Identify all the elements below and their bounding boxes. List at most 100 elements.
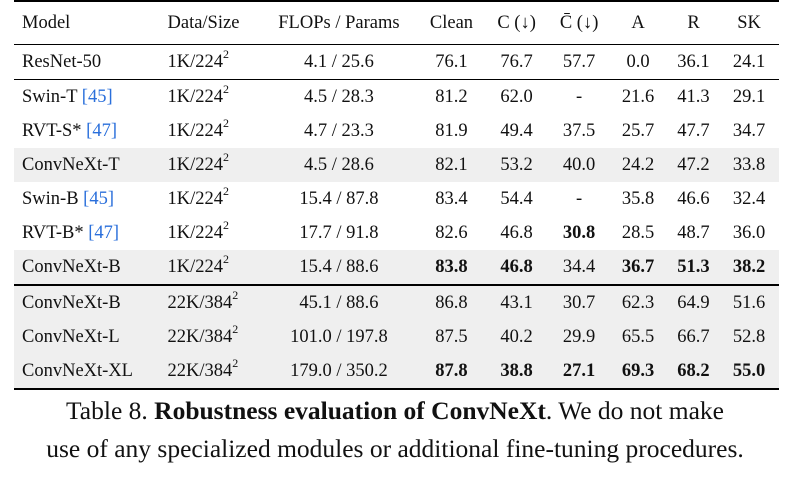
cell-model: Swin-T [45]: [14, 80, 160, 115]
size-base: 22K/384: [167, 327, 233, 347]
cell-sk: 38.2: [721, 250, 779, 286]
cell-clean: 87.8: [417, 354, 486, 390]
cell-c: 46.8: [500, 223, 533, 243]
size-base: 1K/224: [167, 87, 224, 107]
cell-clean: 81.2: [435, 87, 468, 107]
cell-sk: 55.0: [721, 354, 779, 390]
size-base: 22K/384: [167, 361, 233, 381]
cell-clean: 82.6: [435, 223, 468, 243]
caption-bold-title: Robustness evaluation of ConvNeXt: [154, 396, 546, 425]
cell-a: 69.3: [610, 354, 666, 390]
header-clean: Clean: [417, 0, 486, 45]
cell-model: ConvNeXt-T: [14, 148, 160, 182]
table-header-row: Model Data/Size FLOPs / Params Clean C (…: [14, 0, 779, 45]
cell-flops-params: 101.0 / 197.8: [260, 320, 418, 354]
cell-c: 40.2: [485, 320, 548, 354]
header-flops-params: FLOPs / Params: [260, 0, 418, 45]
cell-r: 36.1: [665, 44, 722, 80]
model-name: ConvNeXt-L: [22, 327, 120, 347]
citation-link[interactable]: [45]: [83, 189, 114, 209]
cell-c: 43.1: [485, 285, 548, 320]
cell-data-size: 1K/2242: [159, 148, 261, 182]
cell-data-size: 22K/3842: [159, 320, 261, 354]
size-exponent: 2: [223, 47, 229, 61]
cell-sk: 29.1: [732, 87, 766, 107]
model-name: RVT-S*: [22, 121, 82, 141]
table-row: RVT-B* [47] 1K/2242 17.7 / 91.8 82.6 46.8 30.…: [14, 216, 779, 250]
header-cbar: C̄ (↓): [547, 0, 611, 45]
cell-model: ConvNeXt-B: [14, 250, 160, 286]
cell-clean: 81.9: [435, 121, 468, 141]
cell-sk: 36.0: [732, 223, 766, 243]
cell-a: 24.2: [610, 148, 666, 182]
cell-sk: 33.8: [721, 148, 779, 182]
table-row: ConvNeXt-B 22K/3842 45.1 / 88.6 86.8 43.1 30.…: [14, 285, 779, 320]
cell-r: 47.7: [677, 121, 710, 141]
caption-line1-rest: . We do not make: [545, 396, 724, 425]
size-exponent: 2: [232, 288, 239, 302]
cell-flops-params: 15.4 / 88.6: [260, 250, 418, 286]
header-sk: SK: [721, 0, 779, 45]
cell-cbar: 34.4: [547, 250, 611, 286]
cell-flops-params: 179.0 / 350.2: [260, 354, 418, 390]
cell-c: 49.4: [500, 121, 533, 141]
cell-cbar: -: [576, 87, 583, 107]
caption-line-2: use of any specialized modules or additi…: [46, 434, 744, 463]
header-r: R: [665, 0, 722, 45]
cell-clean: 86.8: [417, 285, 486, 320]
size-base: 1K/224: [167, 155, 224, 175]
cell-flops-params: 4.5 / 28.6: [260, 148, 418, 182]
header-c: C (↓): [485, 0, 548, 45]
cell-data-size: 22K/3842: [159, 354, 261, 390]
cell-model: RVT-S* [47]: [14, 114, 160, 148]
cell-a: 25.7: [621, 121, 655, 141]
cell-r: 47.2: [665, 148, 722, 182]
cell-a: 36.7: [610, 250, 666, 286]
cell-model: ConvNeXt-B: [14, 285, 160, 320]
cell-cbar: 27.1: [547, 354, 611, 390]
table-caption: Table 8. Robustness evaluation of ConvNe…: [0, 392, 790, 468]
model-name: RVT-B*: [22, 223, 84, 243]
size-exponent: 2: [232, 356, 239, 370]
cell-r: 51.3: [665, 250, 722, 286]
cell-clean: 83.4: [435, 189, 468, 209]
size-base: 1K/224: [167, 52, 224, 72]
table-row: Swin-T [45] 1K/2242 4.5 / 28.3 81.2 62.0-21.…: [14, 80, 779, 115]
table-row: Swin-B [45] 1K/2242 15.4 / 87.8 83.4 54.4-35…: [14, 182, 779, 216]
cell-a: 21.6: [621, 87, 655, 107]
citation-link[interactable]: [47]: [88, 223, 120, 243]
size-exponent: 2: [223, 116, 229, 130]
cell-sk: 24.1: [721, 44, 779, 80]
table-row: ConvNeXt-XL 22K/3842 179.0 / 350.2 87.8 38.8…: [14, 354, 779, 390]
table-row: RVT-S* [47] 1K/2242 4.7 / 23.3 81.9 49.4 37.5…: [14, 114, 779, 148]
table-row: ConvNeXt-B 1K/2242 15.4 / 88.6 83.8 46.8 34.4…: [14, 250, 779, 286]
cell-c: 62.0: [500, 87, 533, 107]
size-base: 1K/224: [167, 189, 224, 209]
cell-r: 46.6: [677, 189, 710, 209]
cell-cbar: -: [576, 189, 583, 209]
cell-model: ConvNeXt-L: [14, 320, 160, 354]
cell-cbar: 30.8: [562, 223, 596, 243]
cell-c: 53.2: [485, 148, 548, 182]
robustness-table-wrapper: Model Data/Size FLOPs / Params Clean C (…: [14, 0, 779, 390]
citation-link[interactable]: [47]: [86, 121, 117, 141]
cell-c: 76.7: [485, 44, 548, 80]
cell-a: 28.5: [621, 223, 655, 243]
cell-a: 65.5: [610, 320, 666, 354]
cell-model: ResNet-50: [14, 44, 160, 80]
model-name: Swin-T: [22, 87, 78, 107]
cell-cbar: 57.7: [547, 44, 611, 80]
cell-a: 62.3: [610, 285, 666, 320]
cell-data-size: 1K/2242: [159, 44, 261, 80]
citation-link[interactable]: [45]: [81, 87, 113, 107]
cell-data-size: 1K/2242: [160, 216, 261, 250]
cell-c: 46.8: [485, 250, 548, 286]
size-exponent: 2: [223, 150, 229, 164]
cell-clean: 83.8: [417, 250, 486, 286]
size-base: 1K/224: [167, 121, 224, 141]
cell-cbar: 37.5: [562, 121, 596, 141]
caption-line-1: Table 8. Robustness evaluation of ConvNe…: [0, 392, 790, 430]
table-body: ResNet-50 1K/2242 4.1 / 25.6 76.1 76.7 57.7 0.…: [14, 44, 779, 390]
size-base: 1K/224: [167, 223, 224, 243]
size-base: 1K/224: [167, 257, 224, 277]
